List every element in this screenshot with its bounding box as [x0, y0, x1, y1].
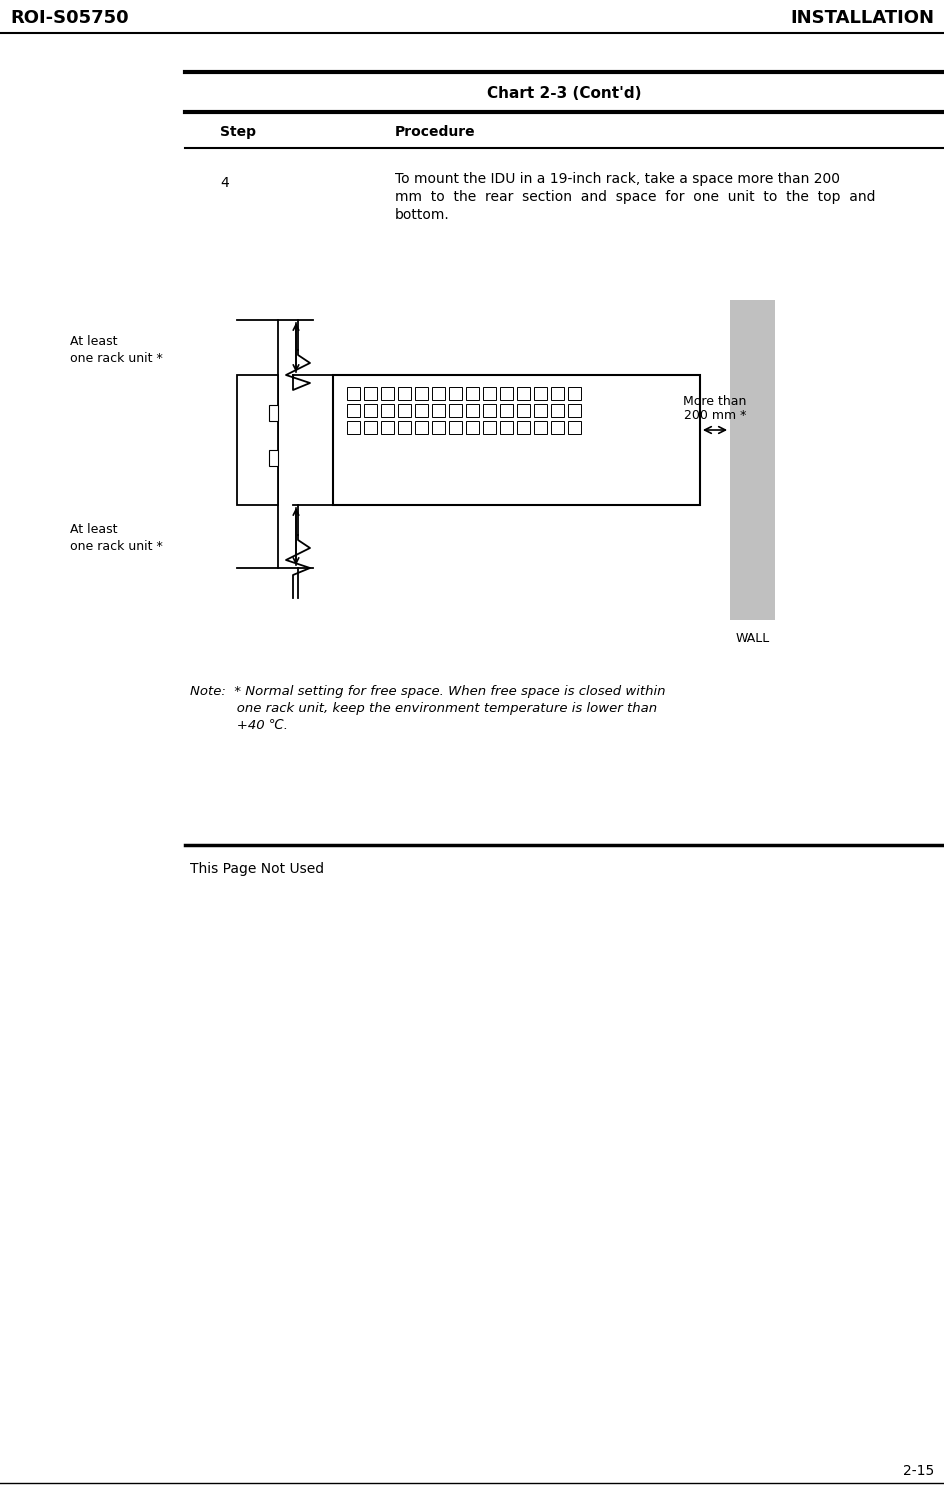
Text: ROI-S05750: ROI-S05750 [10, 9, 128, 27]
Text: bottom.: bottom. [395, 208, 449, 222]
Bar [415, 405, 428, 417]
Bar [347, 405, 360, 417]
Bar [483, 405, 496, 417]
Bar [432, 387, 445, 400]
Bar [500, 387, 513, 400]
Text: Procedure: Procedure [395, 125, 476, 139]
Bar [500, 421, 513, 434]
Bar [432, 405, 445, 417]
Text: More than: More than [683, 396, 747, 408]
Text: mm  to  the  rear  section  and  space  for  one  unit  to  the  top  and: mm to the rear section and space for one… [395, 190, 875, 205]
Bar [517, 405, 530, 417]
Text: +40 ℃.: +40 ℃. [190, 720, 288, 732]
Bar [534, 421, 547, 434]
Text: Chart 2-3 (Cont'd): Chart 2-3 (Cont'd) [487, 85, 642, 100]
Bar [551, 387, 564, 400]
Bar [237, 375, 278, 505]
Bar [398, 421, 411, 434]
Bar [415, 387, 428, 400]
Text: INSTALLATION: INSTALLATION [790, 9, 934, 27]
Bar [483, 421, 496, 434]
Bar [398, 405, 411, 417]
Text: 4: 4 [221, 176, 229, 190]
Bar [500, 405, 513, 417]
Bar [415, 421, 428, 434]
Text: WALL: WALL [735, 632, 769, 645]
Bar [551, 421, 564, 434]
Bar [568, 405, 581, 417]
Bar [269, 449, 278, 466]
Bar [381, 405, 394, 417]
Text: This Page Not Used: This Page Not Used [190, 861, 324, 876]
Bar [364, 387, 377, 400]
Bar [551, 405, 564, 417]
Text: At least
one rack unit *: At least one rack unit * [70, 523, 162, 552]
Bar [730, 300, 775, 620]
Bar [364, 421, 377, 434]
Text: At least
one rack unit *: At least one rack unit * [70, 334, 162, 364]
Bar [517, 387, 530, 400]
Bar [347, 421, 360, 434]
Bar [534, 387, 547, 400]
Bar [449, 421, 462, 434]
Bar [398, 387, 411, 400]
Bar [381, 387, 394, 400]
Bar [449, 387, 462, 400]
Text: To mount the IDU in a 19-inch rack, take a space more than 200: To mount the IDU in a 19-inch rack, take… [395, 172, 840, 187]
Bar [534, 405, 547, 417]
Bar [466, 405, 479, 417]
Bar [269, 405, 278, 421]
Bar [347, 387, 360, 400]
Bar [517, 421, 530, 434]
Bar [381, 421, 394, 434]
Bar [483, 387, 496, 400]
Text: Step: Step [220, 125, 256, 139]
Bar [466, 387, 479, 400]
Text: 2-15: 2-15 [902, 1465, 934, 1478]
Text: one rack unit, keep the environment temperature is lower than: one rack unit, keep the environment temp… [190, 702, 657, 715]
Bar [466, 421, 479, 434]
Bar [432, 421, 445, 434]
Text: 200 mm *: 200 mm * [683, 409, 746, 423]
Text: Note:  * Normal setting for free space. When free space is closed within: Note: * Normal setting for free space. W… [190, 685, 666, 699]
Bar [364, 405, 377, 417]
Bar [333, 375, 700, 505]
Bar [449, 405, 462, 417]
Bar [568, 421, 581, 434]
Bar [568, 387, 581, 400]
